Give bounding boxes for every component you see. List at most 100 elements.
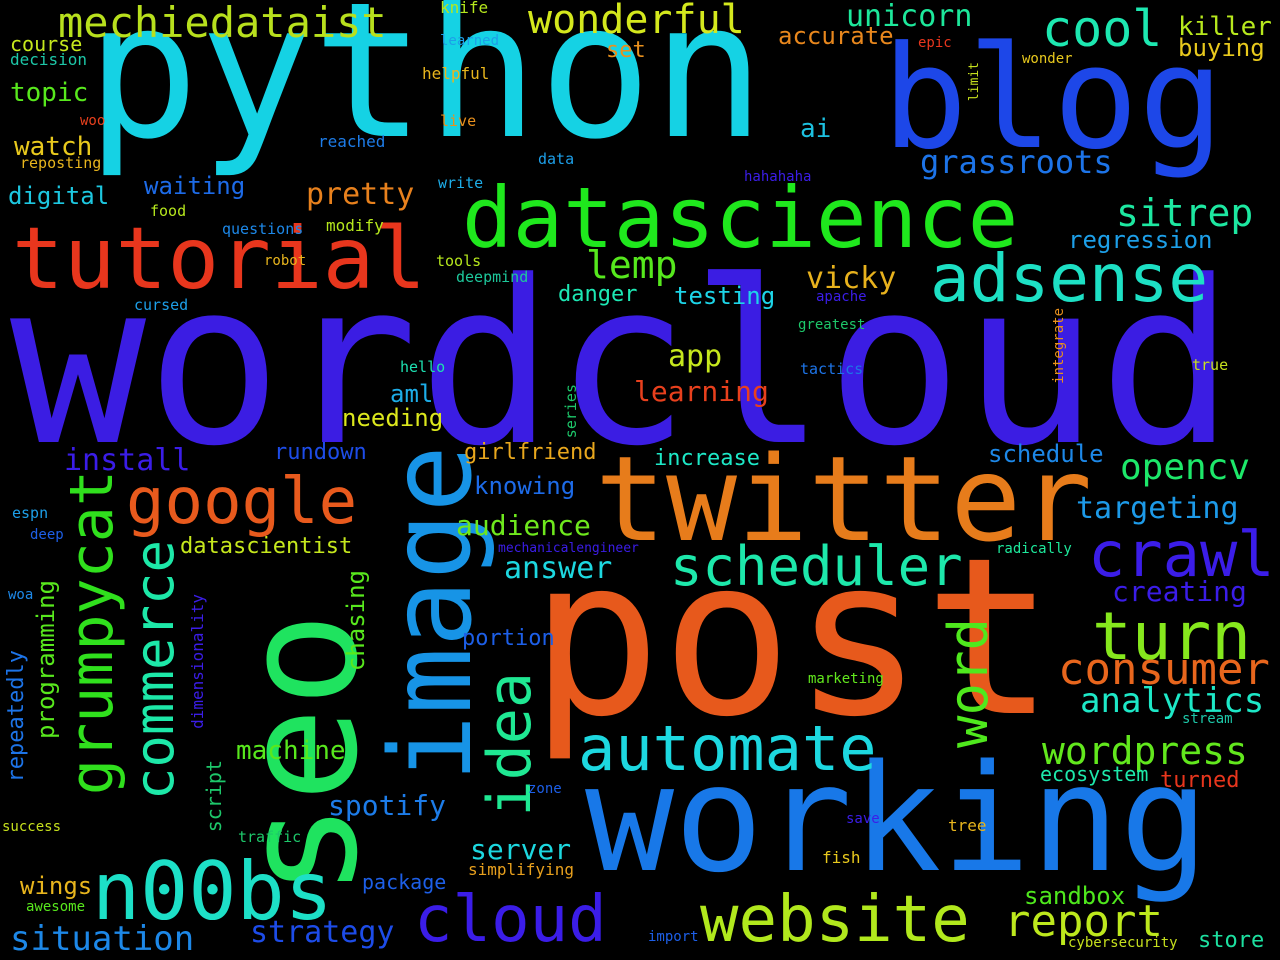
word-consumer: consumer: [1058, 644, 1270, 695]
word-stream: stream: [1182, 711, 1233, 727]
word-buying: buying: [1178, 34, 1265, 62]
word-success: success: [2, 819, 62, 835]
word-mechiedataist: mechiedataist: [58, 0, 387, 47]
word-traffic: traffic: [238, 828, 302, 846]
word-course: course: [10, 32, 83, 56]
word-situation: situation: [10, 919, 195, 959]
word-post: post: [530, 512, 1055, 765]
word-opencv: opencv: [1120, 447, 1251, 488]
word-radically: radically: [996, 541, 1072, 557]
word-epic: epic: [918, 35, 952, 51]
word-cybersecurity: cybersecurity: [1068, 935, 1178, 951]
word-killer: killer: [1178, 12, 1272, 42]
word-write: write: [438, 174, 484, 192]
word-questions: questions: [222, 220, 304, 238]
word-woa: woa: [8, 587, 34, 603]
word-turned: turned: [1160, 768, 1240, 793]
word-wordcloud: wordcloud: [10, 233, 1235, 496]
word-twitter: twitter: [595, 430, 1093, 568]
word-knowing: knowing: [474, 472, 576, 500]
word-increase: increase: [654, 446, 760, 471]
word-wordpress: wordpress: [1042, 729, 1248, 773]
word-answer: answer: [504, 551, 613, 586]
word-install: install: [64, 443, 191, 478]
word-import: import: [648, 929, 699, 945]
word-food: food: [150, 202, 187, 220]
word-apache: apache: [816, 289, 867, 305]
word-tools: tools: [436, 252, 482, 270]
word-data: data: [538, 150, 575, 168]
word-hahahaha: hahahaha: [744, 169, 812, 185]
word-marketing: marketing: [808, 671, 884, 687]
word-commerce: commerce: [123, 540, 186, 801]
word-tree: tree: [948, 816, 987, 835]
word-machine: machine: [236, 736, 346, 766]
word-live: live: [440, 112, 477, 130]
word-dimensionality: dimensionality: [188, 594, 207, 729]
word-datascience: datascience: [462, 169, 1019, 267]
word-learned: learned: [440, 33, 500, 49]
word-lemp: lemp: [586, 243, 678, 287]
word-cloud: cloud: [414, 883, 607, 957]
word-mechanicalengineer: mechanicalengineer: [498, 541, 639, 556]
word-modify: modify: [326, 216, 384, 235]
word-wings: wings: [20, 872, 93, 900]
word-digital: digital: [8, 182, 110, 210]
word-audience: audience: [456, 509, 591, 542]
word-zone: zone: [528, 781, 562, 797]
word-helpful: helpful: [422, 64, 490, 83]
word-package: package: [362, 870, 447, 894]
word-knife: knife: [440, 0, 489, 17]
word-crawl: crawl: [1088, 518, 1275, 591]
word-scheduler: scheduler: [670, 535, 963, 598]
word-wonderful: wonderful: [528, 0, 745, 43]
word-image: image: [367, 445, 497, 783]
word-automate: automate: [578, 712, 877, 785]
word-integrate: integrate: [1051, 308, 1067, 384]
word-working: working: [585, 733, 1209, 905]
word-cursed: cursed: [134, 296, 189, 314]
word-limit: limit: [967, 62, 982, 102]
word-series: series: [562, 384, 580, 439]
word-sandbox: sandbox: [1024, 882, 1126, 910]
word-blog: blog: [882, 16, 1224, 181]
word-strategy: strategy: [250, 915, 395, 950]
word-google: google: [126, 465, 358, 539]
word-greatest: greatest: [798, 317, 866, 333]
word-watch: watch: [14, 132, 93, 162]
word-deep: deep: [30, 527, 64, 543]
word-aml: aml: [390, 380, 434, 408]
word-girlfriend: girlfriend: [464, 440, 597, 465]
word-true: true: [1192, 356, 1229, 374]
word-set: set: [606, 38, 646, 63]
word-vicky: vicky: [806, 261, 897, 296]
word-sitrep: sitrep: [1116, 191, 1254, 235]
word-robot: robot: [264, 253, 307, 269]
word-word: word: [937, 618, 1000, 749]
word-accurate: accurate: [778, 22, 894, 50]
word-espn: espn: [12, 504, 49, 522]
word-reached: reached: [318, 132, 386, 151]
word-waiting: waiting: [144, 172, 246, 200]
word-rundown: rundown: [274, 440, 367, 465]
word-pretty: pretty: [306, 177, 415, 212]
word-topic: topic: [10, 78, 89, 108]
word-woo: woo: [80, 113, 106, 129]
word-script: script: [202, 760, 226, 833]
word-adsense: adsense: [930, 240, 1209, 317]
word-tutorial: tutorial: [12, 209, 427, 309]
word-chasing: chasing: [342, 570, 370, 672]
word-awesome: awesome: [26, 899, 86, 915]
word-decision: decision: [10, 50, 88, 69]
word-regression: regression: [1068, 226, 1213, 254]
word-server: server: [470, 833, 572, 866]
word-deepmind: deepmind: [456, 268, 529, 286]
word-hello: hello: [400, 358, 446, 376]
word-python: python: [86, 0, 766, 181]
word-cool: cool: [1042, 0, 1163, 58]
word-n00bs: n00bs: [92, 845, 333, 938]
word-portion: portion: [462, 626, 555, 651]
word-datascientist: datascientist: [180, 534, 353, 559]
word-app: app: [668, 339, 723, 374]
